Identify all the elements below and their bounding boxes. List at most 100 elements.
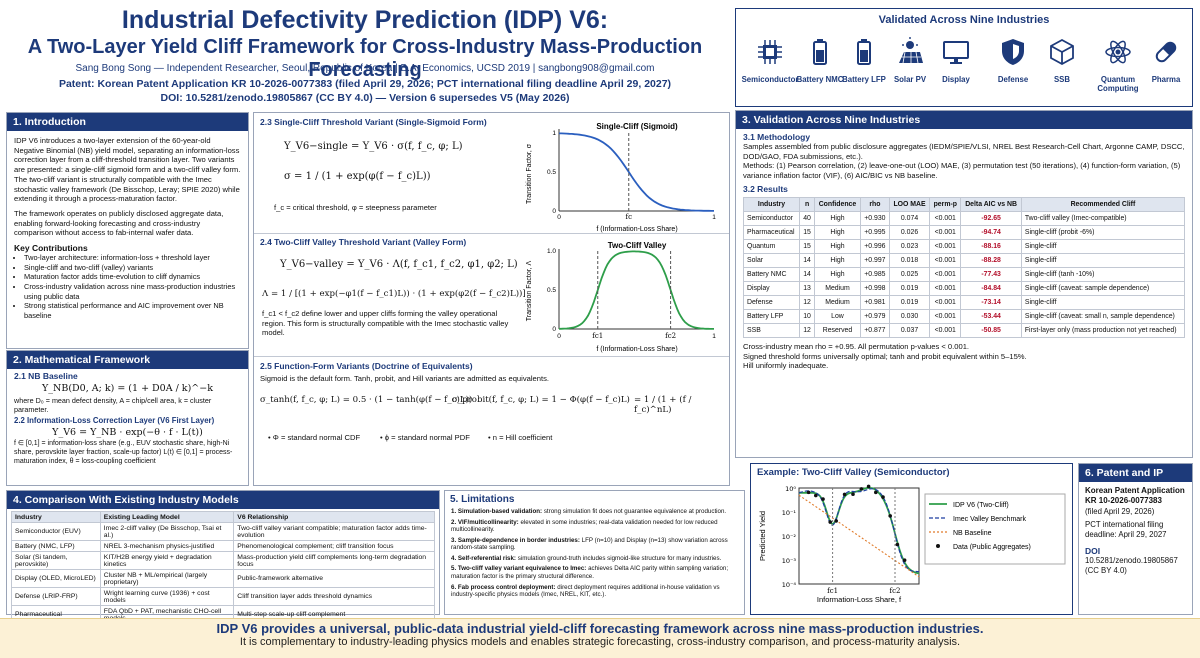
limitations-panel: 5. Limitations 1. Simulation-based valid… — [444, 490, 745, 615]
results-heading: 3.2 Results — [743, 183, 788, 194]
atom-icon — [1103, 37, 1133, 67]
introduction-header: 1. Introduction — [7, 113, 248, 131]
contribution-item: Strong statistical performance and AIC i… — [24, 301, 241, 320]
table-row: Solar (Si tandem, perovskite) KIT/H2B ene… — [11, 551, 435, 570]
table-cell: Two-cliff valley variant compatible; mat… — [233, 522, 435, 541]
validated-industries-panel: Validated Across Nine Industries Semicon… — [735, 8, 1193, 107]
introduction-panel: 1. Introduction IDP V6 introduces a two-… — [6, 112, 249, 349]
limitations-list: 1. Simulation-based validation: strong s… — [445, 508, 744, 599]
nb-baseline-heading: 2.1 NB Baseline — [14, 371, 78, 381]
phi-cdf-label: Φ = standard normal CDF — [272, 433, 361, 442]
table-cell: Display — [742, 280, 801, 296]
data-point — [859, 487, 864, 491]
limitations-header: 5. Limitations — [450, 494, 515, 505]
two-cliff-note: f_c1 < f_c2 define lower and upper cliff… — [262, 309, 509, 338]
variants-panel: 2.3 Single-Cliff Threshold Variant (Sing… — [253, 112, 730, 486]
table-cell: Semiconductor (EUV) — [11, 522, 101, 541]
data-point — [902, 558, 907, 563]
y-tick-label: 0.5 — [547, 169, 556, 176]
data-point — [834, 519, 838, 523]
table-header-cell: Delta AIC vs NB — [960, 196, 1022, 212]
two-cliff-eq-b: Λ = 1 / [(1 + exp(−φ1(f − f_c1)L)) · (1 … — [262, 289, 526, 299]
methodology-text-1: Samples assembled from public disclosure… — [743, 142, 1185, 161]
industry-label: Solar PV — [893, 75, 927, 84]
contribution-item: Cross-industry validation across nine ma… — [24, 282, 241, 301]
limitation-item: 3. Sample-dependence in border industrie… — [451, 536, 728, 552]
table-cell: 0.074 — [888, 210, 931, 226]
monitor-icon — [941, 37, 971, 67]
tanh-equation: σ_tanh(f, f_c, φ; L) = 0.5 · (1 − tanh(φ… — [260, 395, 473, 405]
cube-icon — [1047, 37, 1077, 67]
table-cell: Defense (LRIP-FRP) — [11, 587, 101, 606]
table-cell: Single-cliff (caveat: sample dependence) — [1020, 280, 1186, 296]
table-cell: -84.84 — [960, 280, 1022, 296]
patent-line: Patent: Korean Patent Application KR 10-… — [58, 78, 672, 90]
table-cell: -94.74 — [960, 224, 1022, 240]
data-point — [806, 490, 811, 495]
data-point — [881, 495, 885, 499]
table-cell: Single-cliff (probit -6%) — [1020, 224, 1186, 240]
y-tick-label: 1 — [552, 130, 556, 137]
industry-label: Display — [942, 75, 970, 84]
nb-equation: Y_NB(D0, A; k) = (1 + D0A / k)^−k — [42, 383, 213, 394]
legend-swatch — [936, 544, 940, 548]
limitation-item: 5. Two-cliff valley variant equivalence … — [451, 565, 729, 580]
table-row: Display (OLED, MicroLED) Cluster NB + ML/… — [11, 569, 435, 588]
page-title: Industrial Defectivity Prediction (IDP) … — [121, 6, 609, 34]
table-header-cell: Industry — [11, 511, 101, 523]
fc2-label: fc2 — [665, 332, 676, 340]
y-axis-label: Transition Factor, Λ — [526, 260, 533, 321]
table-cell: Solar — [742, 252, 801, 268]
page-subtitle: A Two-Layer Yield Cliff Framework for Cr… — [27, 36, 703, 81]
table-cell: -77.43 — [960, 266, 1022, 282]
x-axis-label: f (Information-Loss Share) — [596, 226, 677, 233]
doi-heading: DOI — [1085, 546, 1101, 557]
table-cell: 15 — [799, 224, 816, 240]
patent-header: 6. Patent and IP — [1079, 464, 1192, 482]
y-tick-label: 1.0 — [547, 248, 556, 255]
math-framework-panel: 2. Mathematical Framework 2.1 NB Baselin… — [6, 350, 249, 486]
table-cell: Reserved — [814, 322, 861, 338]
comparison-panel: 4. Comparison With Existing Industry Mod… — [6, 490, 440, 624]
industry-label: Semiconductor — [741, 75, 799, 84]
table-cell: High — [814, 252, 861, 268]
x-axis-label: f (Information-Loss Share) — [596, 346, 677, 353]
table-row: Battery NMC 14 High +0.985 0.025 <0.001 -77.43… — [742, 266, 1186, 282]
x-tick-label: 0 — [557, 214, 561, 221]
y-axis-label: Transition Factor, σ — [526, 143, 533, 204]
table-cell: Battery NMC — [742, 266, 801, 282]
table-cell: Single-cliff (caveat: small n, sample de… — [1020, 308, 1186, 324]
contribution-item: Two-layer architecture: information-loss… — [24, 253, 241, 263]
table-cell: 0.026 — [888, 224, 931, 240]
table-row: Defense 12 Medium +0.981 0.019 <0.001 -73.14 Si… — [742, 294, 1186, 310]
table-cell: Battery (NMC, LFP) — [11, 540, 101, 552]
methodology-heading: 3.1 Methodology — [743, 132, 811, 142]
table-cell: <0.001 — [929, 266, 962, 282]
table-cell: 0.030 — [888, 308, 931, 324]
table-cell: Single-cliff — [1020, 238, 1186, 254]
data-point — [814, 493, 818, 498]
function-form-heading: 2.5 Function-Form Variants (Doctrine of … — [260, 361, 473, 371]
data-point — [851, 492, 855, 497]
limitation-item: 1. Simulation-based validation: strong s… — [451, 508, 727, 515]
probit-equation: σ_probit(f, f_c, φ; L) = 1 − Φ(φ(f − f_c… — [452, 395, 630, 405]
patent-panel: 6. Patent and IP Korean Patent Applicati… — [1078, 463, 1193, 615]
table-row: SSB 12 Reserved +0.877 0.037 <0.001 -50.85 Firs… — [742, 322, 1186, 338]
math-framework-header: 2. Mathematical Framework — [7, 351, 248, 369]
fc1-label: fc1 — [592, 332, 603, 340]
data-point — [895, 542, 900, 547]
table-cell: SSB — [742, 322, 801, 338]
table-cell: Imec 2-cliff valley (De Bisschop, Tsai e… — [99, 522, 235, 541]
table-cell: NREL 3-mechanism physics-justified — [99, 540, 235, 552]
table-cell: 40 — [799, 210, 816, 226]
table-cell: Pharmaceutical — [742, 224, 801, 240]
table-row: Solar 14 High +0.997 0.018 <0.001 -88.28 Single… — [742, 252, 1186, 268]
table-cell: +0.981 — [859, 294, 890, 310]
table-cell: -53.44 — [960, 308, 1022, 324]
imec-benchmark-curve — [798, 488, 920, 573]
validation-header: 3. Validation Across Nine Industries — [736, 111, 1192, 129]
table-cell: +0.930 — [859, 210, 890, 226]
table-cell: Medium — [814, 294, 861, 310]
v6-equation: Y_V6 = Y_NB · exp(−θ · f · L(t)) — [52, 427, 203, 439]
data-point — [874, 490, 878, 495]
